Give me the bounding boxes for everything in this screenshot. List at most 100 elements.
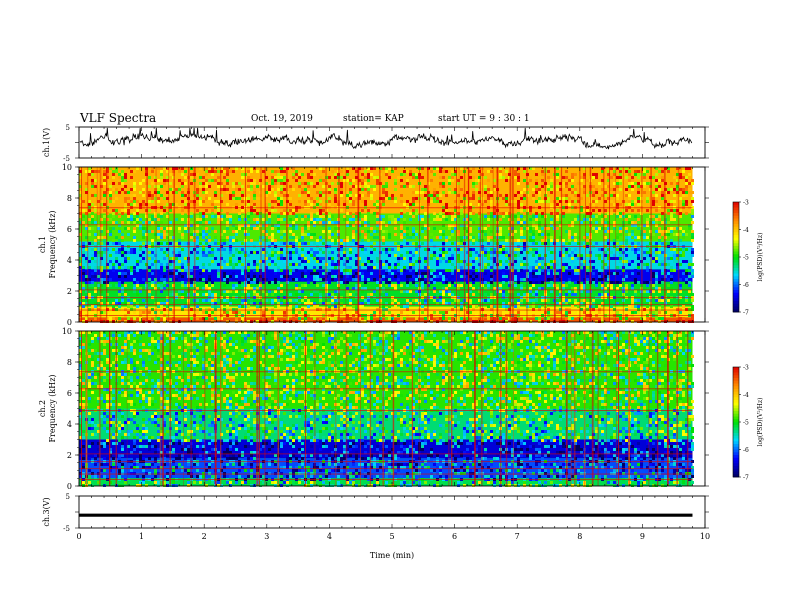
- s1-cell: [514, 176, 517, 179]
- s1-cell: [304, 221, 307, 224]
- s1-cell: [352, 305, 355, 308]
- s1-cell: [103, 182, 106, 185]
- s1-cell: [580, 317, 583, 320]
- s1-cell: [652, 200, 655, 203]
- s1-cell: [178, 179, 181, 182]
- s1-cell: [388, 173, 391, 176]
- s1-cell: [646, 305, 649, 308]
- s1-cell: [205, 182, 208, 185]
- s1-cell: [679, 290, 682, 293]
- s1-cell: [457, 182, 460, 185]
- s1-cell: [541, 287, 544, 290]
- s1-cell: [316, 260, 319, 263]
- s1-cell: [328, 200, 331, 203]
- s1-cell: [145, 203, 148, 206]
- s1-cell: [157, 188, 160, 191]
- s1-cell: [493, 305, 496, 308]
- s1-cell: [691, 236, 694, 239]
- s2-cell: [97, 367, 100, 370]
- s1-cell: [160, 227, 163, 230]
- s1-cell: [532, 224, 535, 227]
- s1-cell: [394, 182, 397, 185]
- s1-cell: [259, 224, 262, 227]
- s1-cell: [112, 302, 115, 305]
- s1-cell: [571, 224, 574, 227]
- s1-cell: [469, 275, 472, 278]
- s1-cell: [499, 227, 502, 230]
- s1-cell: [598, 209, 601, 212]
- s1-cell: [301, 188, 304, 191]
- s1-cell: [550, 182, 553, 185]
- s1-cell: [145, 182, 148, 185]
- s1-cell: [385, 167, 388, 170]
- s1-cell: [424, 260, 427, 263]
- s1-cell: [220, 233, 223, 236]
- s1-cell: [136, 281, 139, 284]
- s1-cell: [505, 260, 508, 263]
- s1-cell: [289, 242, 292, 245]
- s1-cell: [109, 320, 112, 323]
- s1-cell: [565, 290, 568, 293]
- s1-cell: [106, 302, 109, 305]
- s1-cell: [532, 266, 535, 269]
- s1-cell: [178, 269, 181, 272]
- s1-cell: [151, 275, 154, 278]
- s1-cell: [136, 224, 139, 227]
- s1-cell: [493, 209, 496, 212]
- s1-cell: [148, 185, 151, 188]
- s1-cell: [490, 170, 493, 173]
- s1-cell: [583, 311, 586, 314]
- s1-cell: [283, 170, 286, 173]
- s1-cell: [469, 209, 472, 212]
- s1-cell: [142, 191, 145, 194]
- s1-cell: [634, 290, 637, 293]
- s1-cell: [604, 191, 607, 194]
- s1-cell: [148, 287, 151, 290]
- s1-cell: [280, 188, 283, 191]
- s1-cell: [328, 254, 331, 257]
- s1-cell: [679, 176, 682, 179]
- s1-cell: [673, 227, 676, 230]
- s2-cell: [97, 382, 100, 385]
- s1-cell: [415, 260, 418, 263]
- s1-cell: [574, 269, 577, 272]
- s1-cell: [562, 182, 565, 185]
- s1-cell: [517, 173, 520, 176]
- s1-cell: [112, 200, 115, 203]
- s1-cell: [274, 281, 277, 284]
- s1-cell: [571, 305, 574, 308]
- s1-streak: [664, 167, 666, 322]
- s1-cell: [631, 311, 634, 314]
- s1-cell: [523, 227, 526, 230]
- s1-cell: [313, 224, 316, 227]
- s1-cell: [580, 209, 583, 212]
- s1-cell: [535, 224, 538, 227]
- s1-cell: [505, 239, 508, 242]
- s1-cell: [115, 248, 118, 251]
- s1-cell: [571, 260, 574, 263]
- s1-cell: [439, 200, 442, 203]
- s1-cell: [370, 173, 373, 176]
- s1-cell: [346, 281, 349, 284]
- s1-cell: [622, 260, 625, 263]
- s2-cell: [94, 454, 97, 457]
- s1-cell: [577, 260, 580, 263]
- s1-cell: [586, 311, 589, 314]
- s1-cell: [490, 251, 493, 254]
- s1-cell: [331, 275, 334, 278]
- s1-cell: [256, 278, 259, 281]
- s1-cell: [451, 263, 454, 266]
- s1-cell: [253, 293, 256, 296]
- s1-cell: [130, 194, 133, 197]
- s1-cell: [283, 194, 286, 197]
- s1-cell: [256, 197, 259, 200]
- s1-cell: [298, 185, 301, 188]
- s1-cell: [88, 167, 91, 170]
- s1-cell: [160, 305, 163, 308]
- s1-cell: [424, 188, 427, 191]
- s1-cell: [259, 215, 262, 218]
- s1-cell: [343, 263, 346, 266]
- s1-cell: [457, 230, 460, 233]
- s1-cell: [391, 194, 394, 197]
- s1-cell: [451, 233, 454, 236]
